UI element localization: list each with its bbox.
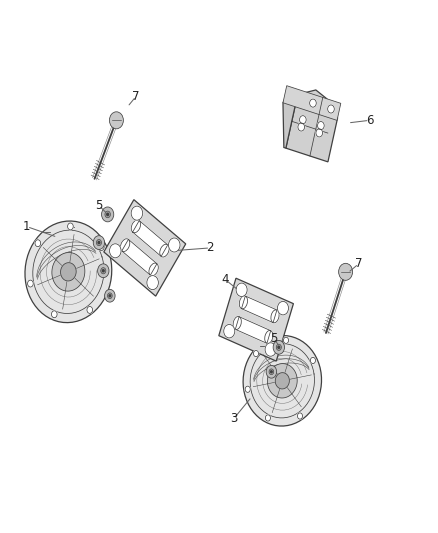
Polygon shape (25, 221, 112, 322)
Text: 4: 4 (222, 273, 230, 286)
Polygon shape (122, 239, 157, 275)
Circle shape (297, 413, 303, 419)
Circle shape (87, 306, 92, 313)
Circle shape (318, 122, 324, 130)
Circle shape (269, 369, 274, 375)
Circle shape (101, 268, 106, 274)
Polygon shape (219, 278, 293, 361)
Circle shape (105, 211, 110, 218)
Text: 5: 5 (95, 199, 102, 212)
Circle shape (298, 123, 304, 131)
Circle shape (102, 207, 114, 222)
Circle shape (131, 206, 143, 220)
Text: 7: 7 (355, 257, 363, 270)
Circle shape (93, 236, 105, 249)
Polygon shape (52, 253, 85, 291)
Polygon shape (268, 364, 297, 398)
Ellipse shape (233, 317, 241, 329)
Polygon shape (235, 317, 271, 343)
Circle shape (300, 116, 306, 124)
Ellipse shape (265, 330, 273, 344)
Circle shape (273, 341, 285, 354)
Circle shape (98, 241, 100, 244)
Circle shape (265, 415, 271, 421)
Circle shape (310, 99, 316, 107)
Circle shape (105, 289, 115, 302)
Polygon shape (243, 336, 321, 426)
Circle shape (265, 343, 276, 356)
Circle shape (67, 223, 73, 230)
Circle shape (316, 129, 323, 137)
Text: 1: 1 (23, 220, 31, 233)
Circle shape (102, 270, 104, 272)
Ellipse shape (120, 239, 130, 252)
Ellipse shape (239, 296, 247, 309)
Circle shape (107, 293, 112, 298)
Circle shape (245, 386, 250, 392)
Circle shape (311, 357, 315, 364)
Polygon shape (283, 90, 298, 148)
Polygon shape (60, 263, 76, 281)
Circle shape (98, 264, 109, 278)
Circle shape (110, 244, 121, 258)
Circle shape (107, 213, 109, 215)
Circle shape (277, 302, 289, 315)
Text: 7: 7 (132, 90, 140, 103)
Polygon shape (133, 221, 168, 256)
Circle shape (276, 344, 281, 350)
Text: 5: 5 (270, 332, 277, 345)
Circle shape (224, 325, 235, 338)
Ellipse shape (160, 244, 169, 257)
Text: 3: 3 (230, 411, 238, 424)
Circle shape (271, 371, 272, 373)
Circle shape (339, 263, 353, 280)
Circle shape (51, 311, 57, 318)
Circle shape (28, 280, 33, 287)
Circle shape (283, 337, 289, 343)
Ellipse shape (271, 310, 279, 323)
Polygon shape (104, 200, 186, 296)
Circle shape (35, 240, 41, 247)
Circle shape (147, 276, 159, 289)
Circle shape (266, 366, 277, 378)
Circle shape (169, 238, 180, 252)
Circle shape (328, 105, 334, 113)
Polygon shape (286, 90, 338, 162)
Text: 2: 2 (207, 241, 214, 254)
Polygon shape (275, 373, 290, 389)
Circle shape (278, 346, 280, 349)
Polygon shape (241, 296, 277, 322)
Ellipse shape (149, 263, 158, 276)
Polygon shape (283, 86, 341, 120)
Text: 6: 6 (366, 114, 373, 127)
Circle shape (236, 283, 247, 296)
Circle shape (99, 244, 104, 251)
Circle shape (110, 112, 124, 129)
Ellipse shape (131, 220, 141, 233)
Circle shape (109, 295, 111, 297)
Circle shape (96, 239, 102, 246)
Circle shape (254, 351, 258, 357)
